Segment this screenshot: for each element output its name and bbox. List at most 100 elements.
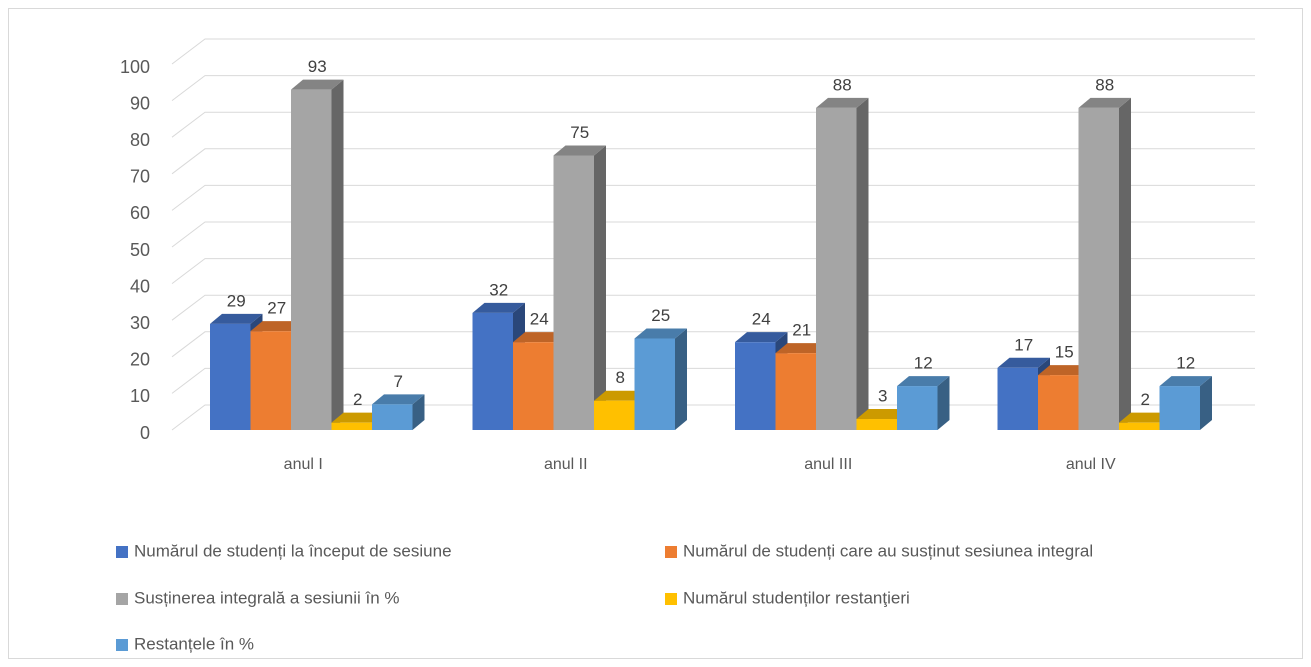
data-label: 88 — [833, 75, 852, 94]
bar — [372, 394, 425, 430]
bar-top — [897, 376, 950, 387]
bar-top — [472, 302, 525, 313]
data-label: 8 — [616, 368, 625, 387]
bar-front — [331, 422, 372, 430]
grid-line — [171, 258, 1255, 284]
data-label: 24 — [530, 310, 549, 329]
legend-label: Susținerea integrală a sesiunii în % — [134, 588, 400, 607]
bar-front — [594, 400, 635, 430]
legend-label: Numărul de studenți la început de sesiun… — [134, 541, 452, 560]
legend-swatch — [116, 546, 128, 558]
y-tick-label: 100 — [120, 57, 150, 77]
data-label: 29 — [227, 291, 246, 310]
bar-top — [634, 328, 687, 339]
data-label: 25 — [651, 306, 670, 325]
bar-front — [472, 312, 513, 430]
data-label: 2 — [353, 390, 362, 409]
bar-front — [1038, 375, 1079, 430]
grid-line — [171, 221, 1255, 248]
bar-front — [291, 89, 332, 431]
data-label: 17 — [1014, 335, 1033, 354]
bar-top — [513, 332, 566, 343]
y-tick-label: 0 — [140, 423, 150, 443]
grid-line — [171, 111, 1255, 138]
legend-swatch — [116, 639, 128, 651]
data-label: 3 — [878, 387, 887, 406]
y-tick-label: 40 — [130, 276, 150, 296]
bar-front — [856, 419, 897, 430]
bar — [553, 145, 606, 430]
grid-line — [171, 331, 1255, 358]
bar-front — [634, 338, 675, 430]
bar-side — [1119, 97, 1131, 431]
x-tick-label: anul II — [544, 456, 588, 473]
bar-top — [1038, 365, 1091, 376]
bar-front — [1159, 386, 1200, 430]
grid-line — [171, 184, 1255, 211]
data-label: 15 — [1055, 343, 1074, 362]
legend-label: Numărul studenților restanţieri — [683, 588, 910, 607]
data-label: 12 — [914, 354, 933, 373]
bar-top — [372, 394, 425, 405]
data-label: 27 — [267, 299, 286, 318]
legend-swatch — [665, 593, 677, 605]
legend-label: Restanțele în % — [134, 634, 254, 653]
bar — [897, 376, 950, 430]
bar-front — [897, 386, 938, 430]
bar-top — [250, 321, 303, 332]
bar — [1159, 376, 1212, 430]
bar-top — [856, 409, 909, 420]
bar-side — [331, 79, 344, 431]
bar-top — [1119, 412, 1172, 423]
data-label: 12 — [1176, 354, 1195, 373]
data-label: 21 — [792, 321, 811, 340]
legend-swatch — [116, 593, 128, 605]
data-label: 24 — [752, 310, 771, 329]
bar-top — [997, 357, 1050, 368]
y-tick-label: 30 — [130, 313, 150, 333]
bar-front — [816, 107, 857, 431]
data-label: 93 — [308, 57, 327, 76]
y-tick-label: 50 — [130, 240, 150, 260]
bar-front — [997, 367, 1038, 430]
bar-side — [412, 394, 425, 430]
y-tick-label: 90 — [130, 93, 150, 113]
bar-top — [816, 97, 869, 108]
bar-side — [937, 376, 950, 430]
bar — [816, 97, 869, 431]
bar-top — [553, 145, 606, 156]
grid-line — [171, 38, 1255, 65]
bar — [291, 79, 344, 431]
bar-front — [513, 342, 554, 430]
grid-line — [171, 75, 1255, 101]
bar-side — [675, 328, 687, 430]
bar-top — [291, 79, 344, 90]
bar — [472, 302, 525, 430]
bar-front — [1078, 107, 1119, 431]
y-tick-label: 70 — [130, 167, 150, 187]
y-tick-label: 60 — [130, 203, 150, 223]
bar-top — [210, 313, 263, 324]
x-tick-label: anul III — [804, 456, 852, 473]
bar-top — [775, 343, 828, 354]
bar-front — [210, 323, 251, 430]
bar-front — [372, 404, 413, 430]
bar-top — [594, 390, 647, 401]
bar-side — [1200, 376, 1212, 430]
y-tick-label: 80 — [130, 130, 150, 150]
bar — [634, 328, 687, 430]
bar — [1078, 97, 1131, 431]
bar-front — [250, 331, 291, 430]
bar-front — [775, 353, 816, 430]
grid-line — [171, 294, 1255, 321]
bar-side — [594, 145, 606, 430]
bar-front — [735, 342, 776, 430]
legend-swatch — [665, 546, 677, 558]
bar-front — [1119, 422, 1160, 430]
x-tick-label: anul IV — [1066, 456, 1116, 473]
grid-line — [171, 367, 1255, 394]
bar-top — [331, 412, 384, 423]
x-tick-label: anul I — [284, 456, 323, 473]
y-tick-label: 20 — [130, 350, 150, 370]
